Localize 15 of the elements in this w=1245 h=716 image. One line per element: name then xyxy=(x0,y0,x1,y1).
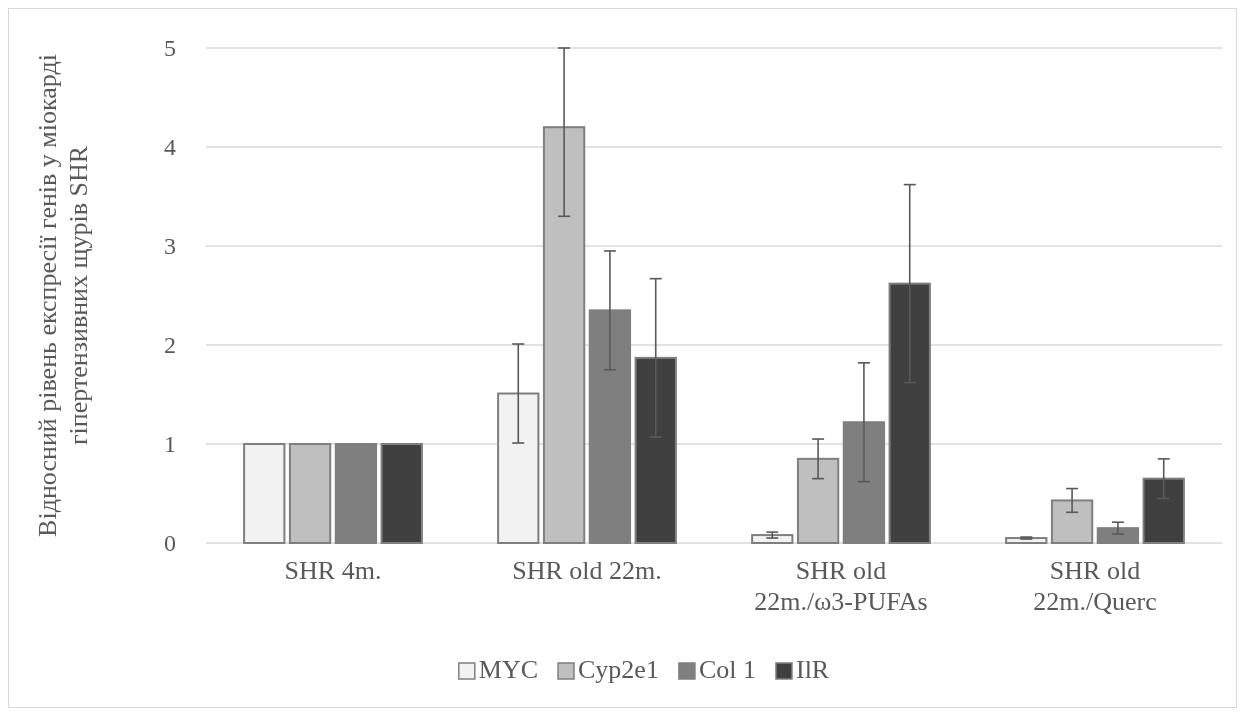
x-tick-label: SHR old 22m. xyxy=(512,556,662,585)
legend-label: Cyp2e1 xyxy=(578,655,659,684)
y-tick-label: 5 xyxy=(164,35,176,62)
legend-label: IlR xyxy=(795,655,830,684)
y-tick-label: 2 xyxy=(164,332,176,359)
legend-label: MYC xyxy=(478,655,539,684)
y-tick-label: 4 xyxy=(164,134,176,161)
legend-label: Col 1 xyxy=(698,655,756,684)
y-tick-label: 3 xyxy=(164,233,176,260)
y-axis-title: Відносний рівень експресії генів у міокарді гіпертензивних щурів SHR xyxy=(33,54,93,537)
x-tick-label: SHR old 22m./Querc xyxy=(1033,556,1157,616)
x-tick-label: SHR old 22m./ω3-PUFAs xyxy=(754,556,928,616)
y-tick-label: 1 xyxy=(164,431,176,458)
y-tick-label: 0 xyxy=(164,530,176,557)
x-tick-label: SHR 4m. xyxy=(284,556,382,585)
